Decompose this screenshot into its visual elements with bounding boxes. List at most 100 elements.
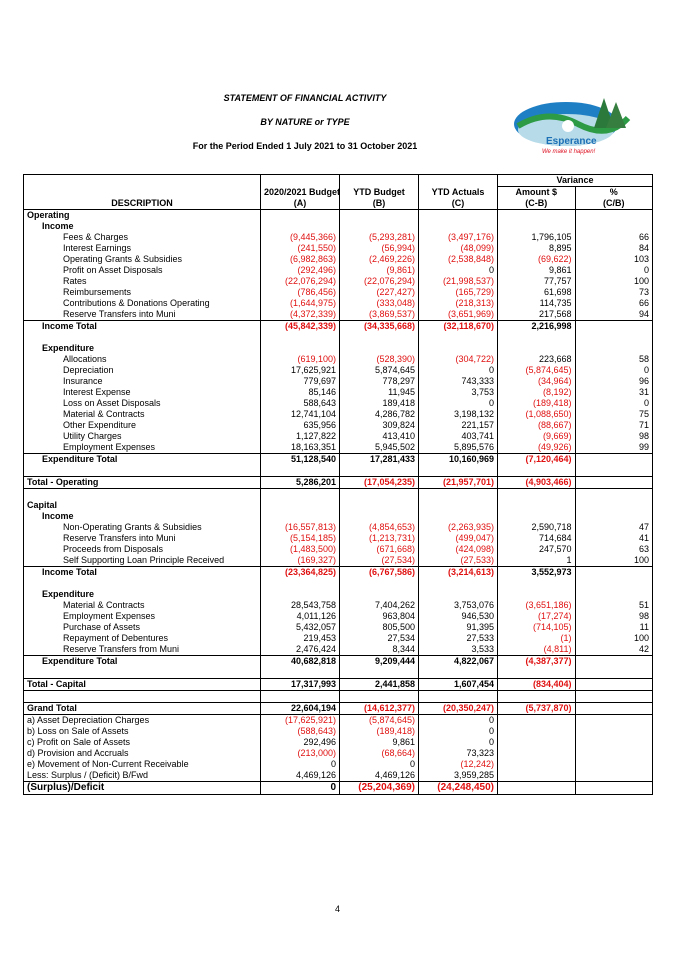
row-description: Loss on Asset Disposals [23,398,261,409]
row-variance-percent: 73 [575,287,653,298]
row-variance-percent [575,726,653,737]
row-variance-percent [575,500,653,511]
row-ytd-actuals: (165,729) [418,287,498,298]
row-variance-amount: (49,926) [497,442,576,454]
row-budget [260,589,340,600]
row-variance-amount [497,578,576,589]
row-budget: (213,000) [260,748,340,759]
table-row: c) Profit on Sale of Assets 292,496 9,861 0 [23,737,653,748]
table-row: Allocations (619,100) (528,390) (304,722) 22… [23,354,653,365]
table-row: Interest Expense 85,146 11,945 3,753 (8,192)… [23,387,653,398]
row-ytd-budget: (27,534) [339,555,419,567]
row-ytd-budget: (56,994) [339,243,419,254]
row-budget: 28,543,758 [260,600,340,611]
row-variance-percent: 0 [575,398,653,409]
row-ytd-budget: 805,500 [339,622,419,633]
row-variance-amount [497,690,576,703]
row-ytd-actuals: 3,753 [418,387,498,398]
row-description: Insurance [23,376,261,387]
row-budget: (786,456) [260,287,340,298]
row-variance-percent [575,578,653,589]
row-ytd-actuals: 4,822,067 [418,655,498,667]
table-row: Operating Grants & Subsidies (6,982,863)(… [23,254,653,265]
row-variance-amount [497,748,576,759]
row-description: Self Supporting Loan Principle Received [23,555,261,567]
row-ytd-budget [339,221,419,232]
row-variance-percent [575,759,653,770]
col-description-header: DESCRIPTION [23,198,261,210]
row-variance-amount [497,770,576,782]
row-ytd-actuals: (424,098) [418,544,498,555]
row-description: Profit on Asset Disposals [23,265,261,276]
row-ytd-budget: (9,861) [339,265,419,276]
row-description: Income [23,221,261,232]
table-row: b) Loss on Sale of Assets (588,643) (189,4… [23,726,653,737]
column-header-row: 2020/2021 Budget YTD Budget YTD Actuals … [23,186,653,198]
row-variance-amount [497,726,576,737]
row-variance-amount: (4,387,377) [497,655,576,667]
row-description: Material & Contracts [23,409,261,420]
row-ytd-actuals: 0 [418,714,498,726]
row-description: Other Expenditure [23,420,261,431]
row-ytd-actuals: 946,530 [418,611,498,622]
table-row: Repayment of Debentures 219,453 27,534 27,5… [23,633,653,644]
row-ytd-actuals: 3,959,285 [418,770,498,782]
row-budget: 5,286,201 [260,476,340,489]
row-variance-amount: (189,418) [497,398,576,409]
row-variance-percent: 96 [575,376,653,387]
row-variance-percent: 11 [575,622,653,633]
table-row [23,667,653,679]
row-budget: 85,146 [260,387,340,398]
row-budget: (16,557,813) [260,522,340,533]
row-ytd-budget: 5,874,645 [339,365,419,376]
row-ytd-budget: (189,418) [339,726,419,737]
row-budget [260,500,340,511]
row-budget: 219,453 [260,633,340,644]
row-description: Operating [23,209,261,221]
row-ytd-budget: (671,668) [339,544,419,555]
row-description: Operating Grants & Subsidies [23,254,261,265]
row-description: Material & Contracts [23,600,261,611]
row-budget: 0 [260,759,340,770]
row-budget: (5,154,185) [260,533,340,544]
row-variance-percent: 71 [575,420,653,431]
row-ytd-budget: 778,297 [339,376,419,387]
row-ytd-budget: 27,534 [339,633,419,644]
row-ytd-budget [339,667,419,679]
row-budget: (4,372,339) [260,309,340,321]
row-description: Income Total [23,566,261,578]
col-percent-header: % [575,186,653,198]
row-variance-amount [497,488,576,500]
row-variance-percent [575,667,653,679]
table-row: Income [23,221,653,232]
row-ytd-actuals: (3,497,176) [418,232,498,243]
row-variance-amount: 61,698 [497,287,576,298]
row-budget [260,465,340,477]
table-row: Proceeds from Disposals (1,483,500) (671,6… [23,544,653,555]
row-variance-amount: (9,669) [497,431,576,442]
row-description: Reimbursements [23,287,261,298]
row-budget: (1,644,975) [260,298,340,309]
row-variance-percent: 47 [575,522,653,533]
row-ytd-actuals: 1,607,454 [418,678,498,691]
row-description [23,667,261,679]
row-description: Expenditure [23,343,261,354]
row-variance-amount: 1,796,105 [497,232,576,243]
row-variance-amount [497,737,576,748]
row-budget: 1,127,822 [260,431,340,442]
row-ytd-budget: (1,213,731) [339,533,419,544]
row-budget: 2,476,424 [260,644,340,656]
table-row: Operating [23,209,653,221]
row-description: d) Provision and Accruals [23,748,261,759]
table-row: Material & Contracts 12,741,104 4,286,782 3… [23,409,653,420]
table-row: e) Movement of Non-Current Receivable 0 0(… [23,759,653,770]
col-amount-header: Amount $ [497,186,576,198]
table-row: Employment Expenses 18,163,351 5,945,502 5,… [23,442,653,454]
row-budget: 4,469,126 [260,770,340,782]
row-variance-percent [575,702,653,715]
row-ytd-actuals [418,221,498,232]
row-ytd-actuals: (304,722) [418,354,498,365]
row-ytd-budget: 9,861 [339,737,419,748]
row-variance-percent: 75 [575,409,653,420]
row-variance-amount: (5,737,870) [497,702,576,715]
